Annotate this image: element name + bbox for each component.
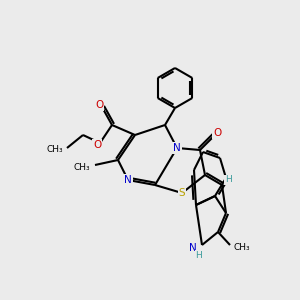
- Text: N: N: [189, 243, 197, 253]
- Text: H: H: [225, 176, 231, 184]
- Text: O: O: [93, 140, 101, 150]
- Text: CH₃: CH₃: [234, 244, 250, 253]
- Text: H: H: [196, 250, 202, 260]
- Text: CH₃: CH₃: [46, 146, 63, 154]
- Text: O: O: [213, 128, 221, 138]
- Text: S: S: [179, 188, 185, 198]
- Text: O: O: [95, 100, 103, 110]
- Text: CH₃: CH₃: [74, 163, 90, 172]
- Text: N: N: [124, 175, 132, 185]
- Text: N: N: [173, 143, 181, 153]
